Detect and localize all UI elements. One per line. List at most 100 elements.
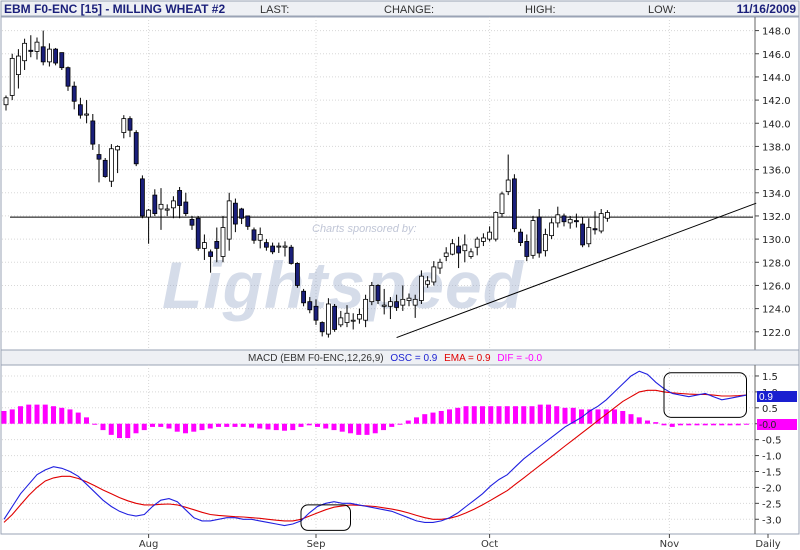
histogram-bar: [323, 423, 329, 429]
histogram-bar: [273, 423, 279, 431]
candle: [375, 284, 381, 304]
candle: [574, 213, 579, 228]
candle: [592, 211, 598, 235]
osc-value-text: 0.9: [759, 392, 773, 403]
chart-date: 11/16/2009: [737, 2, 797, 16]
histogram-bar: [199, 423, 205, 431]
histogram-bar: [678, 423, 683, 426]
candle: [208, 249, 214, 273]
trendline: [396, 202, 757, 339]
macd-lines: [3, 370, 747, 527]
candle: [288, 244, 294, 265]
price-tick-label: 126.0: [762, 281, 791, 292]
histogram-bar: [331, 423, 337, 431]
macd-tick-label: -3.0: [762, 515, 782, 526]
histogram-bar: [9, 409, 15, 424]
highlight-box: [663, 372, 747, 418]
candle: [524, 234, 530, 262]
candle: [325, 298, 331, 338]
candle: [449, 239, 455, 256]
change-label: CHANGE:: [384, 4, 434, 16]
macd-tick-label: -2.0: [762, 483, 782, 494]
histogram-bar: [191, 423, 197, 432]
histogram-bar: [84, 417, 89, 424]
macd-annotations: [300, 372, 747, 531]
sponsor-logo: Lightspeed: [162, 248, 525, 322]
last-label: LAST:: [260, 4, 289, 16]
histogram-bar: [174, 423, 180, 432]
macd-tick-label: -1.5: [762, 467, 782, 478]
histogram-bar: [75, 412, 81, 424]
candle: [214, 227, 220, 263]
histogram-bar: [554, 406, 560, 424]
histogram-bar: [315, 423, 320, 427]
histogram-bar: [34, 404, 40, 424]
chart-symbol-title: EBM F0-ENC [15] - MILLING WHEAT #2: [4, 2, 225, 16]
price-tick-label: 132.0: [762, 212, 791, 223]
candle: [53, 47, 58, 66]
histogram-bar: [595, 409, 601, 424]
candle: [109, 144, 114, 187]
candle: [456, 236, 462, 269]
candle: [59, 52, 65, 70]
price-grid: [2, 17, 755, 350]
candle: [319, 321, 325, 337]
histogram-bar: [18, 406, 23, 424]
macd-tick-label: 1.5: [762, 372, 778, 383]
histogram-bar: [240, 423, 246, 427]
candle: [555, 206, 561, 228]
candle: [586, 218, 592, 248]
histogram-bar: [51, 406, 56, 424]
price-tick-label: 130.0: [762, 235, 791, 246]
histogram-bar: [265, 423, 271, 430]
histogram-bar: [579, 409, 584, 424]
candle: [400, 285, 406, 311]
candle: [257, 227, 263, 249]
candle: [480, 233, 486, 247]
histogram-bar: [1, 410, 7, 424]
histogram-bar: [298, 423, 304, 427]
candle: [195, 215, 201, 251]
price-tick-label: 124.0: [762, 305, 791, 316]
candle: [78, 97, 83, 119]
histogram-bar: [249, 423, 254, 428]
histogram-bar: [100, 423, 106, 431]
candle: [84, 100, 89, 124]
histogram-bar: [414, 417, 419, 424]
dif-value-badge: [757, 419, 797, 430]
candle: [394, 294, 400, 311]
macd-legend-osc: OSC = 0.9: [390, 353, 437, 364]
histogram-bar: [422, 414, 428, 424]
histogram-bar: [562, 407, 568, 424]
candle: [530, 215, 536, 259]
histogram-bar: [496, 406, 502, 424]
candle: [369, 281, 375, 306]
candle: [102, 158, 108, 178]
histogram-bar: [669, 423, 675, 427]
histogram-bar: [42, 404, 48, 424]
histogram-bar: [546, 404, 551, 424]
candle: [47, 43, 52, 67]
histogram-bar: [405, 420, 411, 424]
histogram-bar: [570, 407, 576, 424]
candle: [406, 293, 412, 307]
candle: [226, 192, 232, 251]
macd-tick-label: -0.5: [762, 436, 782, 447]
header-bar: [0, 0, 800, 17]
histogram-bar: [389, 423, 395, 427]
candle: [65, 66, 71, 91]
candle: [239, 207, 245, 225]
candle: [512, 174, 517, 233]
candle: [276, 242, 282, 254]
candle: [437, 258, 443, 274]
price-tick-label: 136.0: [762, 166, 791, 177]
macd-legend-prefix: MACD (EBM F0-ENC,12,26,9): [248, 353, 384, 364]
candle: [518, 228, 523, 247]
histogram-bar: [290, 423, 296, 431]
price-tick-label: 138.0: [762, 142, 791, 153]
histogram-bar: [463, 406, 469, 424]
candle: [381, 288, 387, 315]
candle: [3, 95, 9, 111]
candle: [189, 215, 195, 230]
